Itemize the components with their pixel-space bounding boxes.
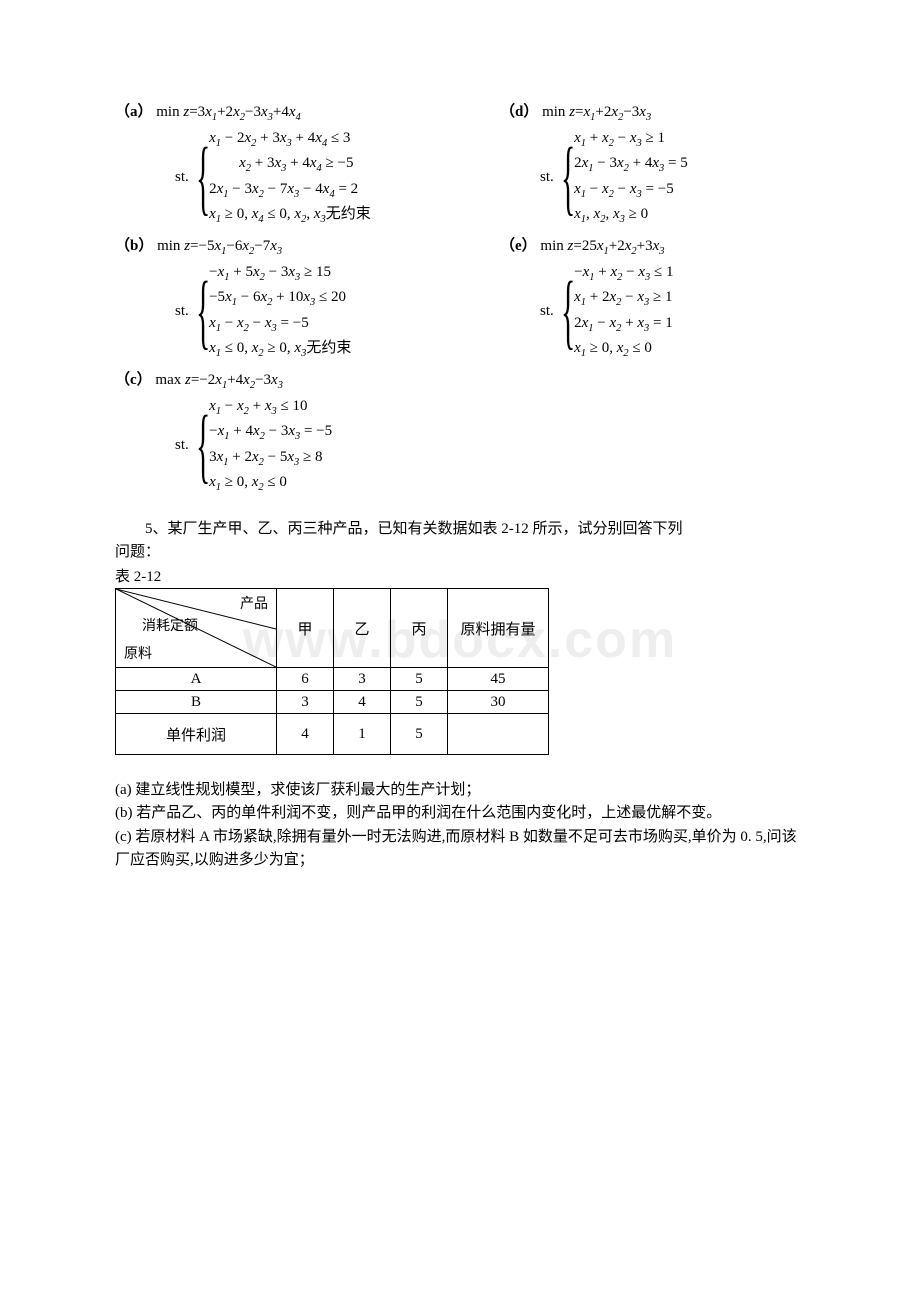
constraint: −5x1 − 6x2 + 10x3 ≤ 20 — [209, 286, 351, 311]
st-label: st. — [175, 169, 189, 186]
problem-b-st: st. { −x1 + 5x2 − 3x3 ≥ 15 −5x1 − 6x2 + … — [175, 261, 420, 362]
cell: 1 — [334, 714, 391, 755]
constraint: x1 ≥ 0, x2 ≤ 0 — [574, 337, 673, 362]
col-header: 甲 — [277, 589, 334, 668]
constraint: x1 ≤ 0, x2 ≥ 0, x3无约束 — [209, 337, 351, 362]
problem-d-label: （d） — [500, 104, 538, 120]
constraint: x1 − x2 − x3 = −5 — [209, 312, 351, 337]
diag-top: 产品 — [240, 593, 268, 613]
brace-icon: { — [561, 272, 575, 352]
constraint: −x1 + 4x2 − 3x3 = −5 — [209, 420, 332, 445]
problem-b-header: （b） min z=−5x1−6x2−7x3 — [115, 234, 420, 257]
constraint: x1 − x2 + x3 ≤ 10 — [209, 395, 332, 420]
constraint: −x1 + x2 − x3 ≤ 1 — [574, 261, 673, 286]
problem-a-constraints: x1 − 2x2 + 3x3 + 4x4 ≤ 3 x2 + 3x3 + 4x4 … — [209, 127, 371, 228]
constraint: x2 + 3x3 + 4x4 ≥ −5 — [209, 152, 371, 177]
st-label: st. — [540, 169, 554, 186]
problem-d: （d） min z=x1+2x2−3x3 st. { x1 + x2 − x3 … — [500, 100, 805, 228]
problem-b: （b） min z=−5x1−6x2−7x3 st. { −x1 + 5x2 −… — [115, 234, 420, 362]
constraint: 2x1 − 3x2 − 7x3 − 4x4 = 2 — [209, 178, 371, 203]
col-header: 原料拥有量 — [448, 589, 549, 668]
problem-d-header: （d） min z=x1+2x2−3x3 — [500, 100, 805, 123]
problem-row-ad: （a） min z=3x1+2x2−3x3+4x4 st. { x1 − 2x2… — [115, 100, 805, 228]
problem-e-header: （e） min z=25x1+2x2+3x3 — [500, 234, 805, 257]
cell — [448, 714, 549, 755]
problem-a: （a） min z=3x1+2x2−3x3+4x4 st. { x1 − 2x2… — [115, 100, 420, 228]
problem-c-header: （c） max z=−2x1+4x2−3x3 — [115, 368, 420, 391]
subq-c: (c) 若原材料 A 市场紧缺,除拥有量外一时无法购进,而原材料 B 如数量不足… — [115, 826, 805, 873]
row-label: A — [116, 668, 277, 691]
cell: 3 — [334, 668, 391, 691]
cell: 5 — [391, 691, 448, 714]
problem-e-st: st. { −x1 + x2 − x3 ≤ 1 x1 + 2x2 − x3 ≥ … — [540, 261, 805, 362]
brace-icon: { — [196, 406, 210, 486]
problem-c-obj: max z=−2x1+4x2−3x3 — [155, 372, 283, 388]
problem-a-obj: min z=3x1+2x2−3x3+4x4 — [156, 104, 301, 120]
sub-questions: (a) 建立线性规划模型，求使该厂获利最大的生产计划； (b) 若产品乙、丙的单… — [115, 779, 805, 872]
problem-c: （c） max z=−2x1+4x2−3x3 st. { x1 − x2 + x… — [115, 368, 420, 496]
col-header: 丙 — [391, 589, 448, 668]
problem-e: （e） min z=25x1+2x2+3x3 st. { −x1 + x2 − … — [500, 234, 805, 362]
col-header: 乙 — [334, 589, 391, 668]
cell: 4 — [334, 691, 391, 714]
constraint: 2x1 − x2 + x3 = 1 — [574, 312, 673, 337]
problem-a-header: （a） min z=3x1+2x2−3x3+4x4 — [115, 100, 420, 123]
diag-mid: 消耗定额 — [142, 615, 198, 635]
subq-b: (b) 若产品乙、丙的单件利润不变，则产品甲的利润在什么范围内变化时，上述最优解… — [115, 802, 805, 825]
row-label: B — [116, 691, 277, 714]
constraint: −x1 + 5x2 − 3x3 ≥ 15 — [209, 261, 351, 286]
constraint: x1 − 2x2 + 3x3 + 4x4 ≤ 3 — [209, 127, 371, 152]
problem-e-obj: min z=25x1+2x2+3x3 — [540, 238, 664, 254]
constraint: x1 ≥ 0, x4 ≤ 0, x2, x3无约束 — [209, 203, 371, 228]
constraint: 2x1 − 3x2 + 4x3 = 5 — [574, 152, 688, 177]
problem-row-be: （b） min z=−5x1−6x2−7x3 st. { −x1 + 5x2 −… — [115, 234, 805, 362]
row-label: 单件利润 — [116, 714, 277, 755]
cell: 4 — [277, 714, 334, 755]
problem-e-constraints: −x1 + x2 − x3 ≤ 1 x1 + 2x2 − x3 ≥ 1 2x1 … — [574, 261, 673, 362]
constraint: x1 − x2 − x3 = −5 — [574, 178, 688, 203]
brace-icon: { — [196, 272, 210, 352]
table-row: 单件利润 4 1 5 — [116, 714, 549, 755]
diagonal-header-cell: 产品 消耗定额 原料 — [116, 589, 277, 668]
table-row: A 6 3 5 45 — [116, 668, 549, 691]
table-row: B 3 4 5 30 — [116, 691, 549, 714]
cell: 5 — [391, 668, 448, 691]
constraint: x1, x2, x3 ≥ 0 — [574, 203, 688, 228]
st-label: st. — [175, 303, 189, 320]
table-header-row: 产品 消耗定额 原料 甲 乙 丙 原料拥有量 — [116, 589, 549, 668]
cell: 6 — [277, 668, 334, 691]
brace-icon: { — [196, 138, 210, 218]
constraint: x1 + 2x2 − x3 ≥ 1 — [574, 286, 673, 311]
diag-bot: 原料 — [124, 643, 152, 663]
problem-row-c: （c） max z=−2x1+4x2−3x3 st. { x1 − x2 + x… — [115, 368, 805, 496]
constraint: x1 + x2 − x3 ≥ 1 — [574, 127, 688, 152]
problem-d-constraints: x1 + x2 − x3 ≥ 1 2x1 − 3x2 + 4x3 = 5 x1 … — [574, 127, 688, 228]
table-label: 表 2-12 — [115, 565, 805, 586]
problem-c-st: st. { x1 − x2 + x3 ≤ 10 −x1 + 4x2 − 3x3 … — [175, 395, 420, 496]
constraint: x1 ≥ 0, x2 ≤ 0 — [209, 471, 332, 496]
problem-b-label: （b） — [115, 238, 153, 254]
cell: 30 — [448, 691, 549, 714]
problem-d-st: st. { x1 + x2 − x3 ≥ 1 2x1 − 3x2 + 4x3 =… — [540, 127, 805, 228]
st-label: st. — [540, 303, 554, 320]
q5-line1: 5、某厂生产甲、乙、丙三种产品，已知有关数据如表 2-12 所示，试分别回答下列 — [115, 518, 805, 541]
problem-b-constraints: −x1 + 5x2 − 3x3 ≥ 15 −5x1 − 6x2 + 10x3 ≤… — [209, 261, 351, 362]
q5-line2: 问题： — [115, 541, 805, 564]
content: （a） min z=3x1+2x2−3x3+4x4 st. { x1 − 2x2… — [115, 100, 805, 872]
cell: 45 — [448, 668, 549, 691]
problem-e-label: （e） — [500, 238, 537, 254]
cell: 3 — [277, 691, 334, 714]
brace-icon: { — [561, 138, 575, 218]
problem-a-st: st. { x1 − 2x2 + 3x3 + 4x4 ≤ 3 x2 + 3x3 … — [175, 127, 420, 228]
cell: 5 — [391, 714, 448, 755]
st-label: st. — [175, 437, 189, 454]
subq-a: (a) 建立线性规划模型，求使该厂获利最大的生产计划； — [115, 779, 805, 802]
problem-c-label: （c） — [115, 372, 152, 388]
problem-b-obj: min z=−5x1−6x2−7x3 — [157, 238, 282, 254]
problem-d-obj: min z=x1+2x2−3x3 — [542, 104, 651, 120]
data-table: 产品 消耗定额 原料 甲 乙 丙 原料拥有量 A 6 3 5 45 B 3 — [115, 588, 549, 755]
problem-c-constraints: x1 − x2 + x3 ≤ 10 −x1 + 4x2 − 3x3 = −5 3… — [209, 395, 332, 496]
problem-a-label: （a） — [115, 104, 153, 120]
constraint: 3x1 + 2x2 − 5x3 ≥ 8 — [209, 446, 332, 471]
